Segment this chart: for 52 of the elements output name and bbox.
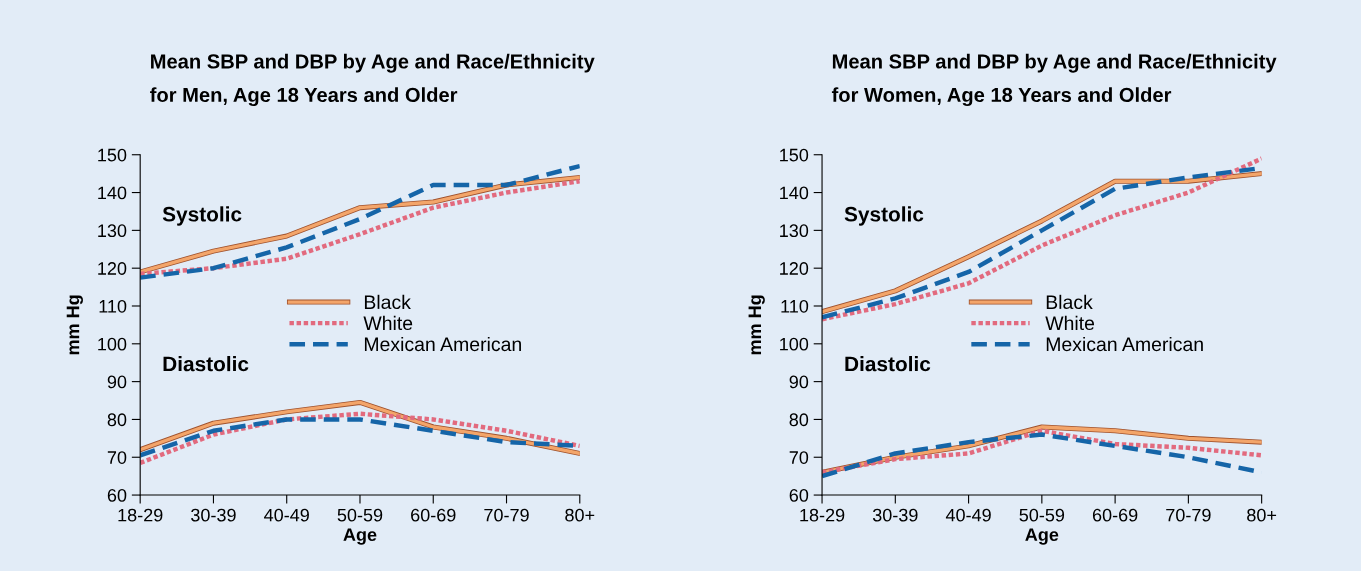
y-axis-title: mm Hg bbox=[748, 295, 765, 355]
x-tick-label: 30-39 bbox=[191, 508, 236, 522]
x-axis-title: Age bbox=[1025, 528, 1059, 545]
annotation: Systolic bbox=[844, 206, 924, 226]
legend-label: Mexican American bbox=[1046, 336, 1203, 352]
x-tick-label: 70-79 bbox=[1166, 508, 1211, 522]
y-tick-label: 90 bbox=[789, 375, 809, 389]
y-tick-label: 120 bbox=[780, 262, 809, 275]
y-tick-label: 80 bbox=[789, 413, 809, 427]
y-tick-label: 150 bbox=[780, 148, 809, 162]
x-tick-label: 80+ bbox=[1247, 508, 1277, 522]
x-tick-label: 18-29 bbox=[800, 508, 845, 522]
legend-label: Black bbox=[364, 294, 411, 310]
legend-label: Mexican American bbox=[364, 336, 521, 352]
y-tick-label: 70 bbox=[107, 451, 127, 464]
chart-title: Mean SBP and DBP by Age and Race/Ethnicity for Women, Age 18 Years and Older bbox=[831, 53, 1277, 107]
legend-label: White bbox=[1045, 315, 1095, 331]
annotation: Systolic bbox=[162, 206, 242, 226]
line-series bbox=[140, 399, 580, 456]
y-tick-label: 100 bbox=[780, 337, 809, 351]
x-tick-label: 40-49 bbox=[264, 508, 309, 522]
y-tick-label: 90 bbox=[107, 375, 127, 389]
y-tick-label: 60 bbox=[107, 488, 127, 502]
y-tick-label: 130 bbox=[780, 224, 809, 238]
x-tick-label: 50-59 bbox=[1019, 508, 1065, 522]
legend-label: White bbox=[363, 315, 413, 331]
x-tick-label: 60-69 bbox=[1092, 508, 1138, 522]
x-tick-label: 60-69 bbox=[411, 508, 456, 522]
x-tick-label: 70-79 bbox=[484, 508, 529, 522]
y-tick-label: 70 bbox=[789, 451, 809, 464]
legend-label: Black bbox=[1046, 294, 1093, 310]
y-tick-label: 130 bbox=[98, 224, 127, 238]
y-tick-label: 140 bbox=[780, 186, 809, 200]
x-tick-label: 18-29 bbox=[118, 508, 163, 522]
x-tick-label: 40-49 bbox=[945, 508, 991, 522]
x-tick-label: 80+ bbox=[565, 508, 595, 522]
annotation: Diastolic bbox=[845, 356, 931, 372]
line-series bbox=[140, 411, 580, 466]
y-tick-label: 110 bbox=[781, 299, 809, 313]
x-tick-label: 30-39 bbox=[872, 508, 918, 522]
x-tick-label: 50-59 bbox=[337, 508, 383, 522]
y-tick-label: 60 bbox=[789, 488, 809, 502]
y-axis-title: mm Hg bbox=[66, 295, 83, 355]
x-axis-title: Age bbox=[343, 528, 377, 545]
y-tick-label: 120 bbox=[98, 262, 127, 275]
y-tick-label: 80 bbox=[107, 413, 127, 427]
y-tick-label: 110 bbox=[99, 299, 127, 313]
y-tick-label: 140 bbox=[98, 186, 127, 200]
y-tick-label: 150 bbox=[98, 148, 127, 162]
chart-title: Mean SBP and DBP by Age and Race/Ethnicity for Men, Age 18 Years and Older bbox=[150, 53, 595, 107]
y-tick-label: 100 bbox=[98, 337, 127, 351]
annotation: Diastolic bbox=[163, 356, 249, 372]
